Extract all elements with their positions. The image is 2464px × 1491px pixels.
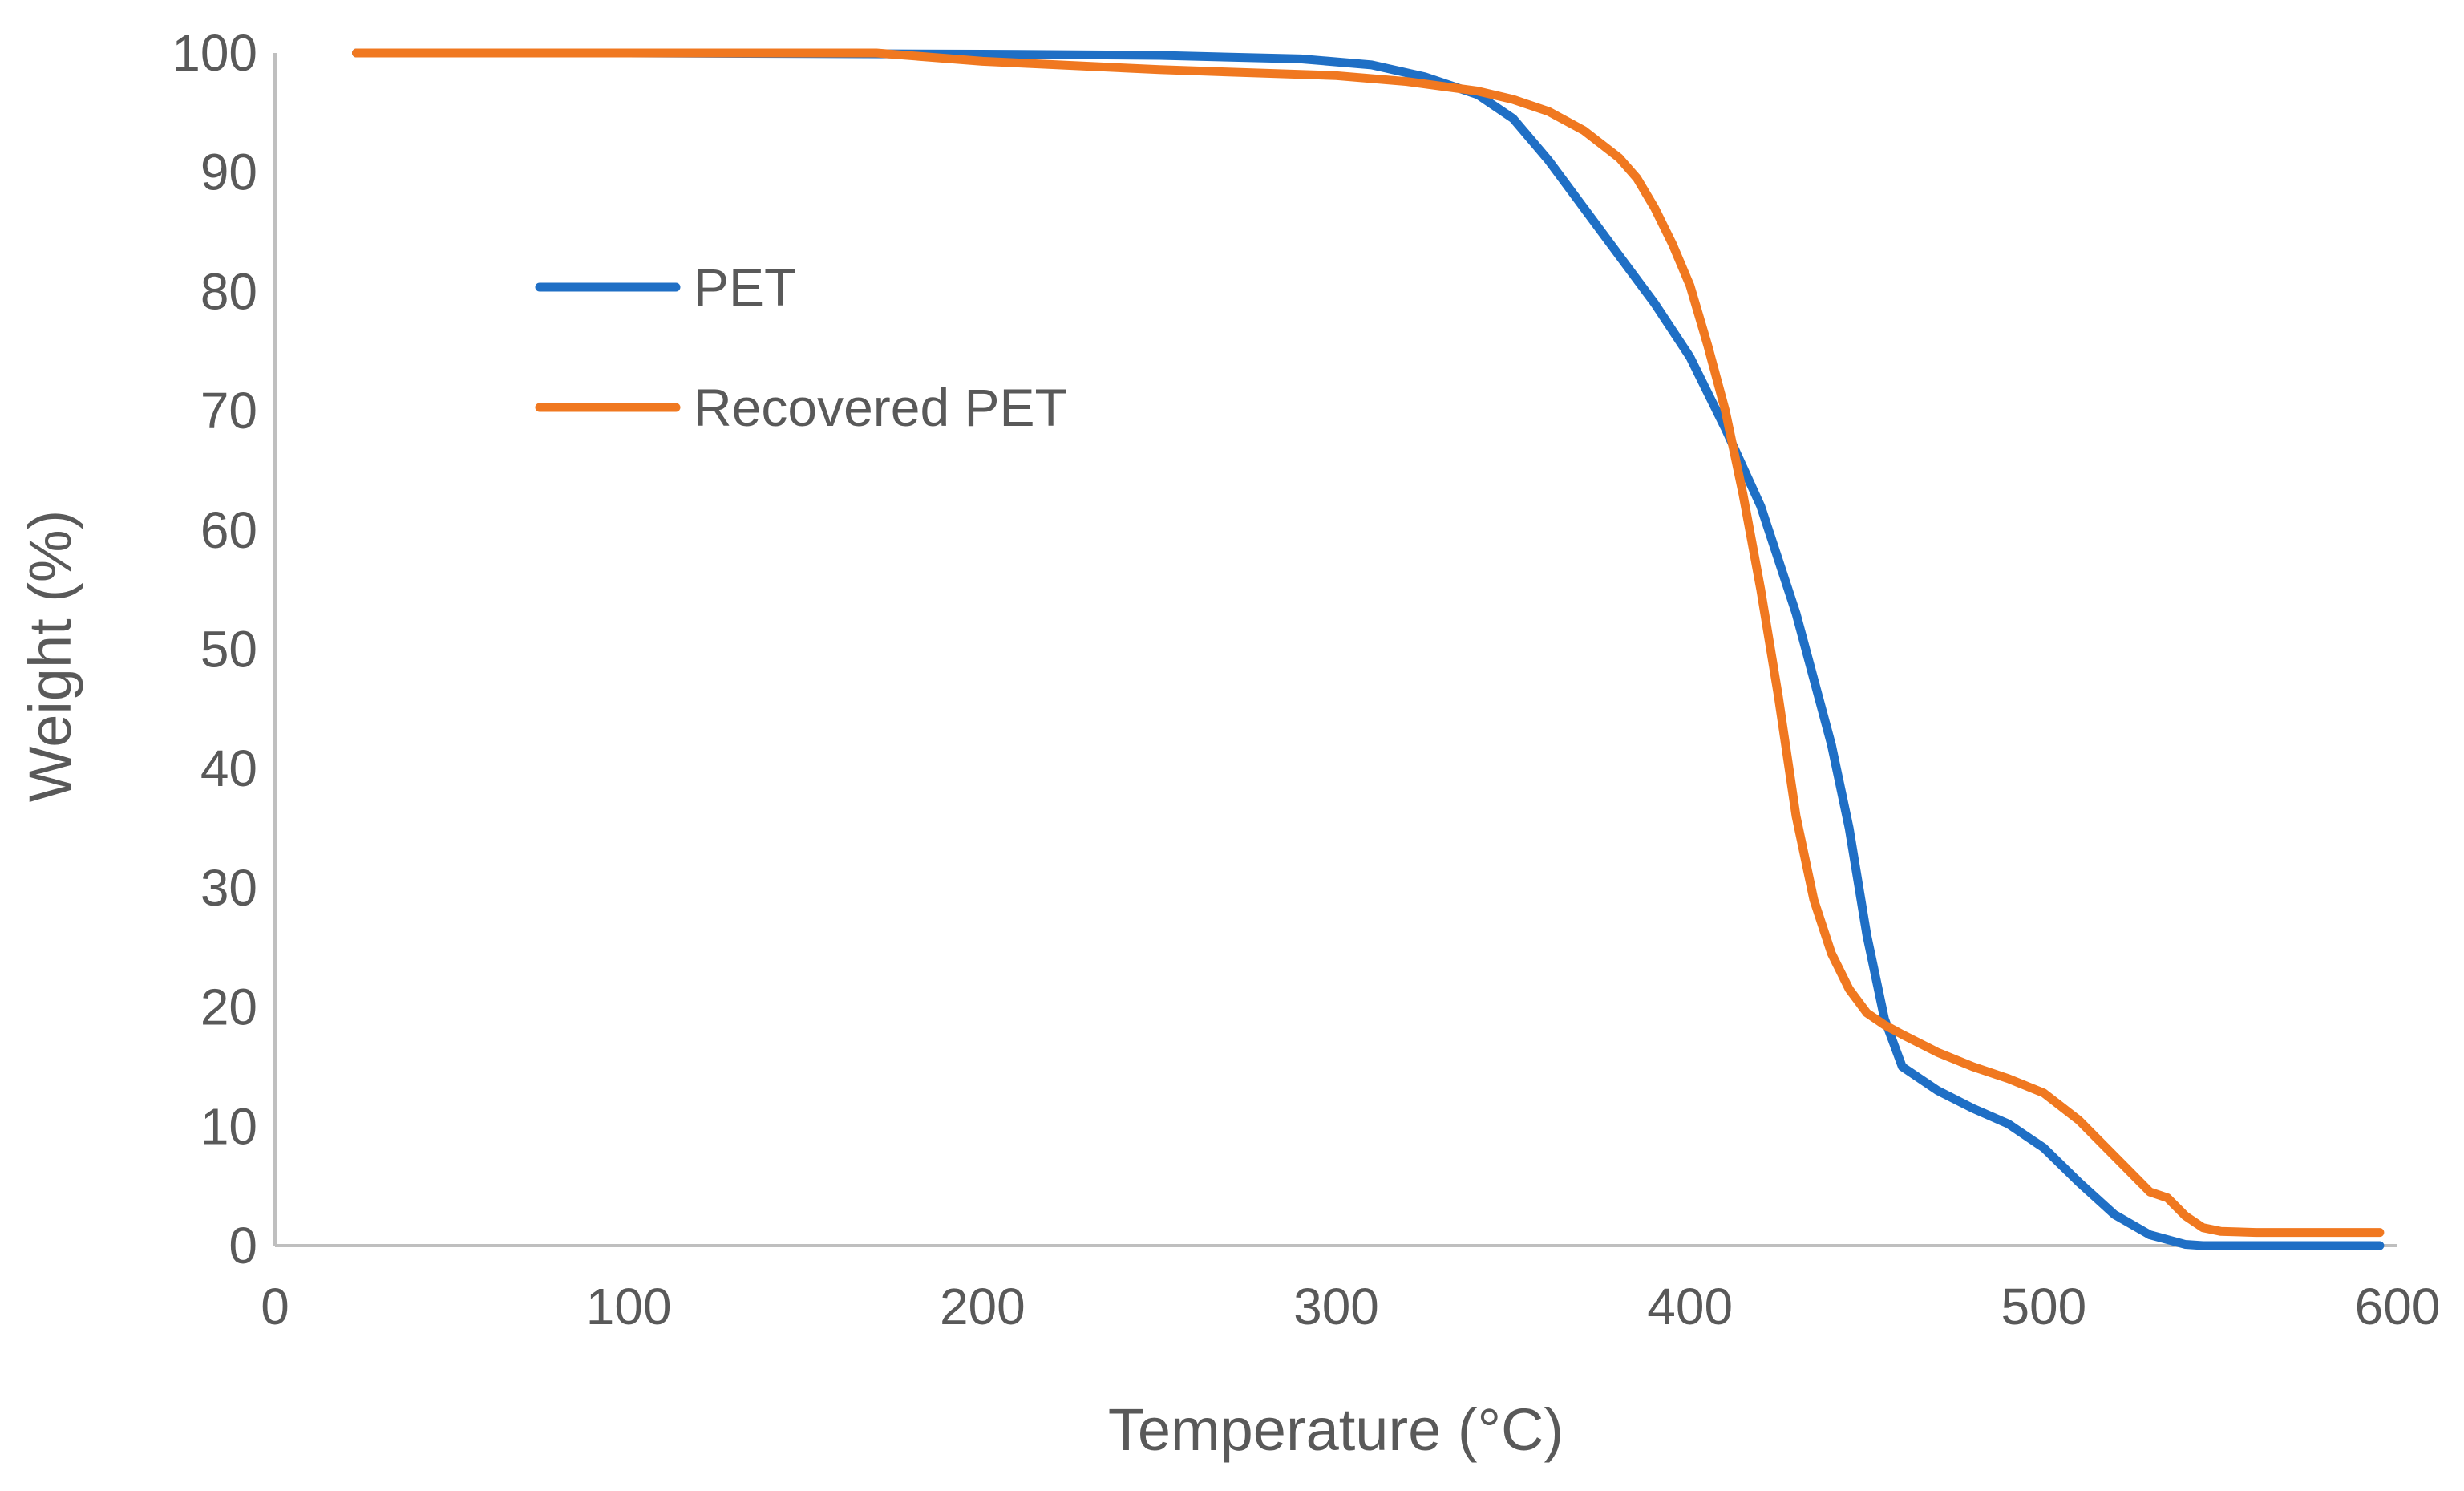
y-axis: 0 10 20 30 40 50 60 70 80 90 100 [172,24,277,1274]
y-tick-label: 40 [200,739,257,797]
pet-line [352,48,2385,1250]
x-tick-label: 300 [1293,1278,1379,1335]
y-tick-label: 90 [200,144,257,201]
y-tick-label: 50 [200,621,257,679]
y-tick-label: 0 [229,1217,257,1274]
x-tick-label: 400 [1647,1278,1733,1335]
x-tick-label: 200 [940,1278,1026,1335]
recovered-pet-line [352,48,2385,1238]
y-tick-label: 10 [200,1097,257,1155]
x-tick-label: 100 [586,1278,672,1335]
legend-label-pet: PET [694,257,796,317]
x-tick-label: 500 [2001,1278,2086,1335]
y-tick-label: 30 [200,859,257,917]
legend: PET Recovered PET [535,257,1067,437]
y-tick-label: 80 [200,262,257,320]
y-tick-label: 100 [172,24,257,82]
x-tick-label: 600 [2355,1278,2441,1335]
legend-label-recovered-pet: Recovered PET [694,378,1067,437]
x-axis: 0 100 200 300 400 500 600 [261,1244,2441,1335]
x-tick-label: 0 [261,1278,289,1335]
y-axis-title: Weight (%) [17,510,83,803]
y-tick-label: 60 [200,501,257,559]
series-lines [352,48,2385,1250]
y-tick-label: 70 [200,382,257,440]
y-tick-label: 20 [200,978,257,1036]
x-axis-title: Temperature (°C) [1108,1396,1564,1463]
